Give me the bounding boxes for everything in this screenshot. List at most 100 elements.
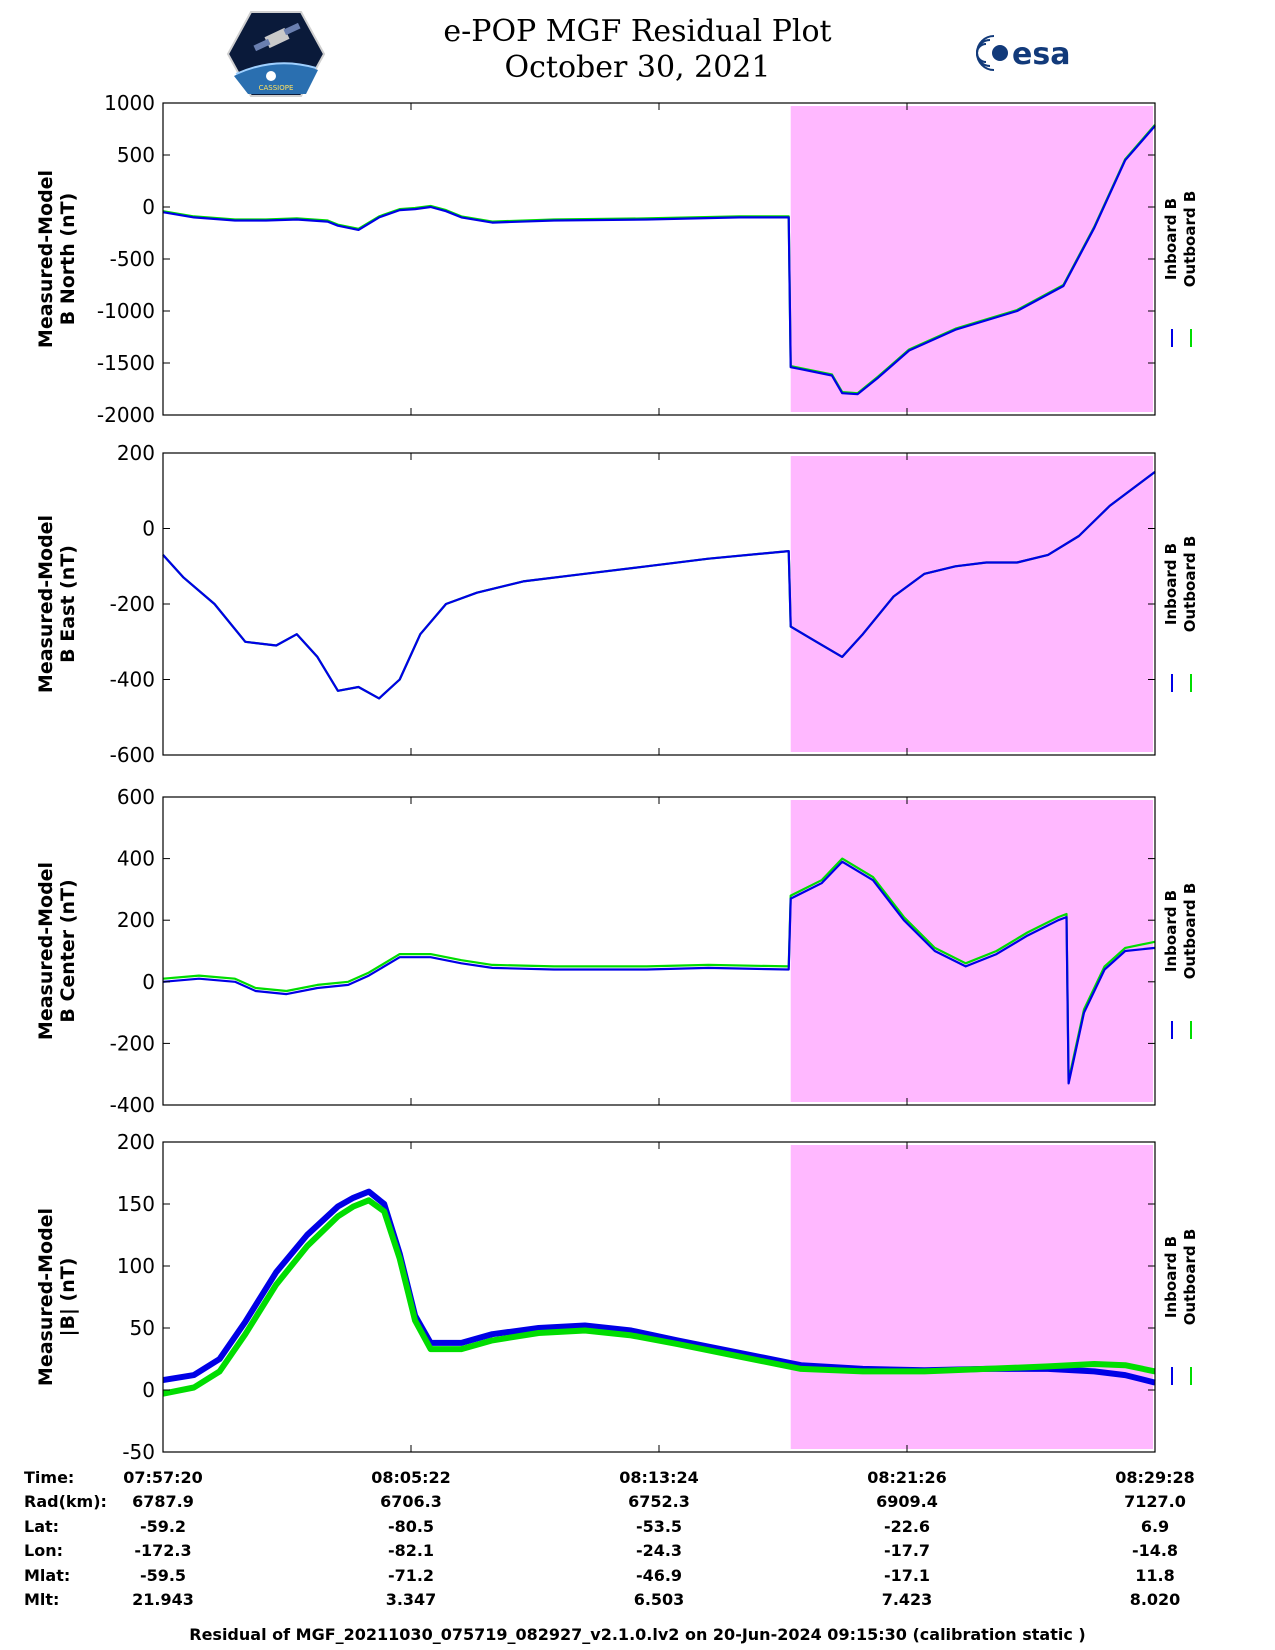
- title-block: e-POP MGF Residual Plot October 30, 2021: [0, 14, 1275, 86]
- ephemeris-cell: 08:29:28: [1115, 1468, 1195, 1487]
- ephemeris-cell: 6.9: [1140, 1516, 1170, 1536]
- ephemeris-row-label: Lat:: [24, 1516, 60, 1536]
- y-axis-label: Measured-ModelB East (nT): [35, 515, 79, 693]
- highlight-region: [790, 800, 1153, 1102]
- series-line-inboard: [162, 125, 1156, 396]
- y-axis-label: Measured-ModelB Center (nT): [35, 862, 79, 1040]
- panel-2: -600 -400 -200 0 200 Measured-ModelB East (nT…: [35, 441, 1199, 767]
- y-axis-label-line2: |B| (nT): [57, 1258, 79, 1337]
- y-axis-label-line1: Measured-Model: [35, 170, 57, 348]
- footer-caption: Residual of MGF_20211030_075719_082927_v…: [189, 1625, 1086, 1644]
- legend: Inboard B Outboard B: [1162, 883, 1199, 1039]
- y-tick-label: -500: [110, 247, 155, 271]
- series-line-inboard: [162, 860, 1156, 1085]
- chart-subtitle-date: October 30, 2021: [504, 50, 771, 85]
- ephemeris-cell: 6.503: [633, 1590, 685, 1609]
- highlight-region: [790, 1145, 1153, 1449]
- y-tick-label: -400: [110, 1093, 155, 1117]
- legend: Inboard B Outboard B: [1162, 1229, 1199, 1385]
- svg-text:esa: esa: [1012, 37, 1070, 72]
- chart-title: e-POP MGF Residual Plot: [443, 14, 832, 49]
- ephemeris-row-label: Time:: [24, 1468, 75, 1487]
- legend: Inboard B Outboard B: [1162, 536, 1199, 692]
- cassiope-mission-logo: CASSIOPE: [226, 11, 326, 97]
- ephemeris-cell: 6752.3: [628, 1492, 690, 1512]
- series-line-inboard: [162, 471, 1156, 700]
- ephemeris-cell: -14.8: [1131, 1541, 1179, 1561]
- y-tick-label: -400: [110, 668, 155, 692]
- ephemeris-cell: 3.347: [385, 1590, 437, 1609]
- legend-label-outboard: Outboard B: [1181, 536, 1199, 633]
- y-tick-label: 150: [117, 1192, 155, 1216]
- ephemeris-cell: 08:13:24: [619, 1468, 699, 1487]
- y-tick-label: -1500: [97, 351, 155, 375]
- legend-label-inboard: Inboard B: [1162, 543, 1180, 625]
- legend: Inboard B Outboard B: [1162, 191, 1199, 347]
- ephemeris-row: Lon: -172.3 -82.1 -24.3 -17.7 -14.8: [0, 1541, 1275, 1565]
- y-tick-label: 1000: [104, 91, 155, 115]
- esa-logo: esa: [976, 35, 1070, 72]
- panel-4: -50 0 50 100 150 200 Measured-Model|B| (nT) Inb…: [35, 1130, 1199, 1464]
- ephemeris-cell: 6787.9: [132, 1492, 194, 1512]
- y-tick-label: 0: [142, 517, 155, 541]
- y-axis-label-line2: B East (nT): [57, 545, 79, 663]
- y-tick-label: 0: [142, 195, 155, 219]
- legend-label-inboard: Inboard B: [1162, 198, 1180, 280]
- legend-label-inboard: Inboard B: [1162, 890, 1180, 972]
- y-tick-label: -600: [110, 743, 155, 767]
- legend-label-inboard: Inboard B: [1162, 1236, 1180, 1318]
- ephemeris-cell: 6909.4: [876, 1492, 938, 1512]
- ephemeris-cell: -46.9: [635, 1565, 683, 1585]
- y-tick-label: 500: [117, 143, 155, 167]
- ephemeris-cell: -71.2: [387, 1565, 435, 1585]
- ephemeris-cell: 8.020: [1129, 1590, 1181, 1609]
- ephemeris-row: Mlt: 21.943 3.347 6.503 7.423 8.020: [0, 1590, 1275, 1614]
- ephemeris-cell: 07:57:20: [123, 1468, 203, 1487]
- y-tick-label: -200: [110, 1031, 155, 1055]
- ephemeris-cell: 11.8: [1135, 1565, 1175, 1585]
- ephemeris-cell: 21.943: [132, 1590, 194, 1609]
- legend-label-outboard: Outboard B: [1181, 1229, 1199, 1326]
- y-tick-label: 0: [142, 1378, 155, 1402]
- y-tick-label: 400: [117, 847, 155, 871]
- y-axis-label-line1: Measured-Model: [35, 515, 57, 693]
- ephemeris-cell: -24.3: [635, 1541, 683, 1561]
- y-tick-label: 200: [117, 441, 155, 465]
- ephemeris-cell: 7127.0: [1124, 1492, 1186, 1512]
- ephemeris-cell: -59.5: [139, 1565, 187, 1585]
- highlight-region: [790, 106, 1153, 412]
- highlight-region: [790, 456, 1153, 752]
- y-tick-label: 200: [117, 908, 155, 932]
- ephemeris-cell: 08:21:26: [867, 1468, 947, 1487]
- ephemeris-row-label: Mlat:: [24, 1565, 71, 1585]
- ephemeris-cell: -172.3: [134, 1541, 192, 1561]
- ephemeris-cell: -17.7: [883, 1541, 931, 1561]
- y-axis-label-line1: Measured-Model: [35, 862, 57, 1040]
- y-axis-label-line2: B North (nT): [57, 193, 79, 326]
- y-axis-label-line1: Measured-Model: [35, 1208, 57, 1386]
- ephemeris-cell: 6706.3: [380, 1492, 442, 1512]
- ephemeris-cell: 08:05:22: [371, 1468, 451, 1487]
- ephemeris-cell: -22.6: [883, 1516, 931, 1536]
- y-tick-label: -200: [110, 592, 155, 616]
- series-line-outboard: [162, 1197, 1156, 1397]
- ephemeris-cell: -59.2: [139, 1516, 187, 1536]
- ephemeris-row: Time: 07:57:20 08:05:22 08:13:24 08:21:26 08:…: [0, 1468, 1275, 1492]
- y-tick-label: 0: [142, 970, 155, 994]
- ephemeris-row-label: Rad(km):: [24, 1492, 107, 1512]
- y-tick-label: -1000: [97, 299, 155, 323]
- ephemeris-row-label: Mlt:: [24, 1590, 60, 1609]
- svg-text:CASSIOPE: CASSIOPE: [259, 84, 294, 92]
- ephemeris-cell: 7.423: [881, 1590, 933, 1609]
- ephemeris-cell: -53.5: [635, 1516, 683, 1536]
- y-axis-label-line2: B Center (nT): [57, 879, 79, 1022]
- ephemeris-table: Time: 07:57:20 08:05:22 08:13:24 08:21:26 08:…: [0, 1468, 1275, 1618]
- ephemeris-row: Lat: -59.2 -80.5 -53.5 -22.6 6.9: [0, 1517, 1275, 1541]
- y-axis-label: Measured-Model|B| (nT): [35, 1208, 79, 1386]
- ephemeris-cell: -82.1: [387, 1541, 435, 1561]
- ephemeris-row-label: Lon:: [24, 1541, 63, 1561]
- y-tick-label: 200: [117, 1130, 155, 1154]
- legend-label-outboard: Outboard B: [1181, 883, 1199, 980]
- y-tick-label: -50: [122, 1440, 155, 1464]
- y-tick-label: 600: [117, 785, 155, 809]
